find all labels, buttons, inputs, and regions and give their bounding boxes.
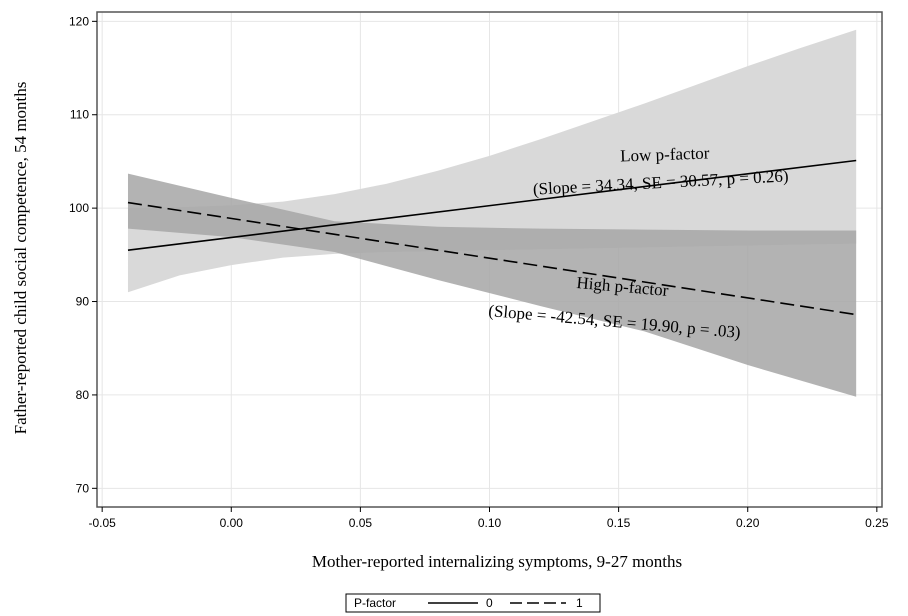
y-tick-label: 70 (76, 481, 90, 495)
x-tick-label: 0.15 (607, 516, 631, 530)
x-axis: -0.05 0.00 0.05 0.10 0.15 0.20 0.25 (88, 507, 889, 530)
ci-band-1 (127, 173, 857, 397)
annotation-low-title: Low p-factor (620, 143, 710, 165)
series-line-0 (127, 159, 857, 251)
legend-label-0: 0 (486, 596, 493, 610)
legend-title: P-factor (354, 596, 396, 610)
x-tick-label: 0.25 (865, 516, 889, 530)
x-tick-label: 0.20 (736, 516, 760, 530)
series-line-1 (127, 201, 857, 316)
y-tick-label: 90 (76, 295, 90, 309)
plot-area (96, 11, 883, 508)
y-tick-label: 110 (70, 108, 89, 122)
x-axis-title: Mother-reported internalizing symptoms, … (312, 552, 682, 571)
x-tick-label: 0.00 (220, 516, 244, 530)
y-axis: 70 80 90 100 110 120 (69, 14, 97, 495)
x-tick-label: 0.05 (349, 516, 373, 530)
y-tick-label: 100 (69, 201, 89, 215)
x-tick-label: 0.10 (478, 516, 502, 530)
x-tick-label: -0.05 (88, 516, 116, 530)
legend: P-factor 0 1 (345, 593, 601, 613)
y-tick-label: 80 (76, 388, 90, 402)
series-lines (127, 159, 857, 316)
y-axis-title: Father-reported child social competence,… (11, 82, 30, 435)
y-tick-label: 120 (69, 14, 89, 28)
legend-label-1: 1 (576, 596, 583, 610)
confidence-bands (127, 29, 857, 397)
